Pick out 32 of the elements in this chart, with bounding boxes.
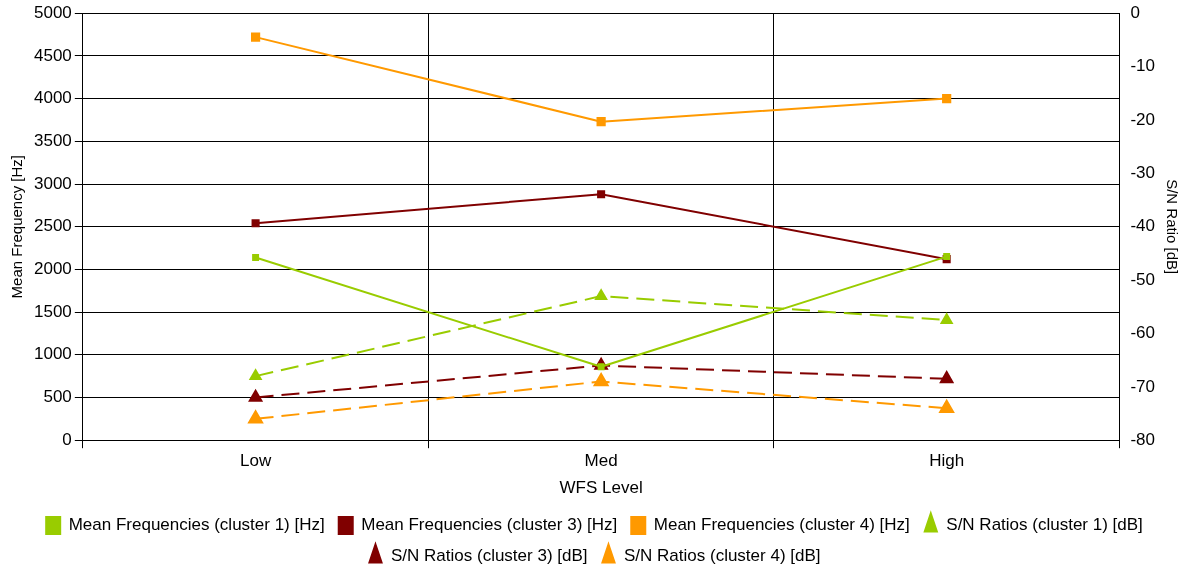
y2-tick-label: -10 [1130, 56, 1156, 76]
y-tick-label: 2500 [33, 216, 72, 236]
y-tick-label: 3500 [33, 130, 72, 150]
y-tick-label: 1000 [33, 344, 72, 364]
legend-label: Mean Frequencies (cluster 1) [Hz] [68, 515, 325, 535]
y-tick-label: 0 [62, 429, 72, 449]
y2-tick-label: -80 [1130, 429, 1156, 449]
x-tick-label: High [929, 451, 965, 471]
y2-tick-label: -30 [1130, 163, 1156, 183]
y-tick-label: 4500 [33, 45, 72, 65]
y2-tick-label: -60 [1130, 323, 1156, 343]
legend-label: S/N Ratios (cluster 4) [dB] [624, 546, 821, 566]
y-tick-label: 2000 [33, 259, 72, 279]
y-tick-label: 3000 [33, 173, 72, 193]
y2-axis-title: S/N Ratio [dB] [1163, 179, 1181, 275]
legend-label: Mean Frequencies (cluster 4) [Hz] [653, 515, 910, 535]
legend-label: Mean Frequencies (cluster 3) [Hz] [361, 515, 618, 535]
y-tick-label: 1500 [33, 301, 72, 321]
y-tick-label: 500 [43, 387, 72, 407]
y-axis-title: Mean Frequency [Hz] [8, 155, 26, 299]
y2-tick-label: -70 [1130, 376, 1156, 396]
y2-tick-label: -40 [1130, 216, 1156, 236]
y-tick-label: 5000 [33, 2, 72, 22]
x-tick-label: Med [584, 451, 618, 471]
y2-tick-label: -20 [1130, 109, 1156, 129]
legend-label: S/N Ratios (cluster 3) [dB] [391, 546, 588, 566]
y2-tick-label: -50 [1130, 269, 1156, 289]
x-axis-title: WFS Level [559, 478, 643, 498]
legend-label: S/N Ratios (cluster 1) [dB] [946, 515, 1143, 535]
x-tick-label: Low [239, 451, 272, 471]
y-tick-label: 4000 [33, 88, 72, 108]
y2-tick-label: 0 [1130, 2, 1140, 22]
